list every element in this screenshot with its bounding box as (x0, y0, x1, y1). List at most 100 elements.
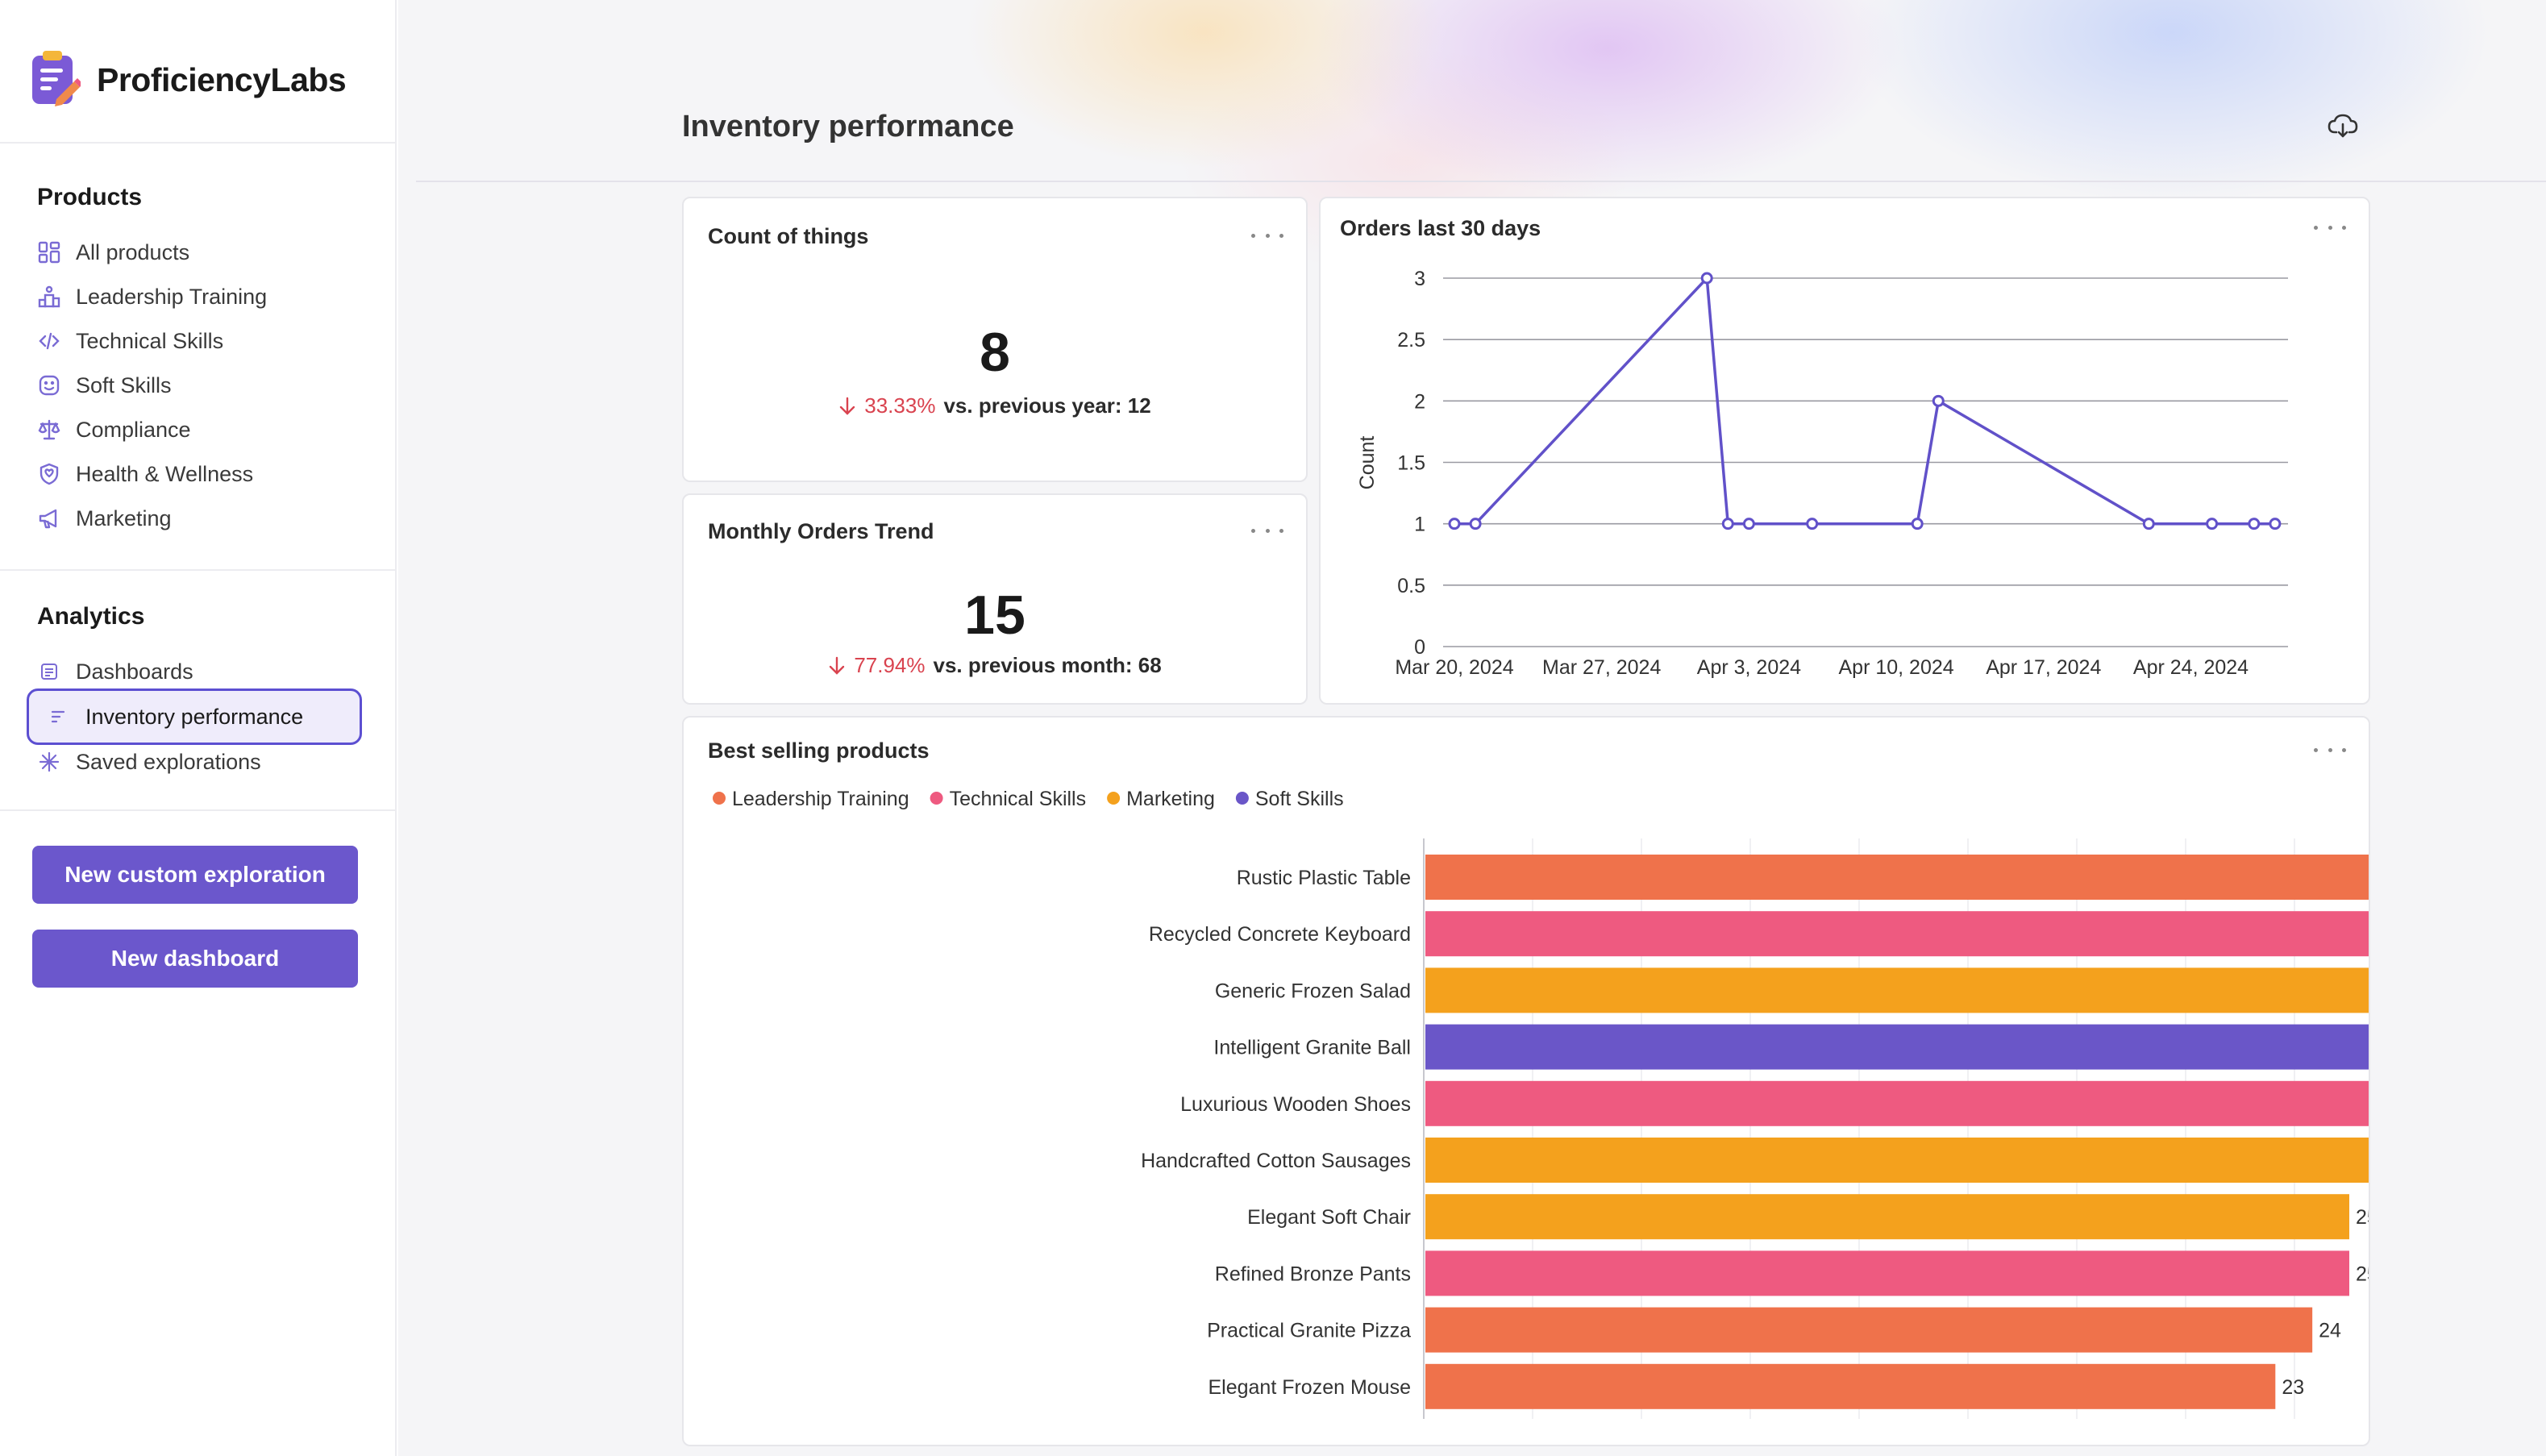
data-point[interactable] (2206, 518, 2219, 530)
sidebar-item-all-products[interactable]: All products (37, 232, 360, 272)
category-label: Rustic Plastic Table (1237, 867, 1411, 889)
data-point[interactable] (1448, 518, 1461, 530)
bar-chart-card: Best selling products Leadership Trainin… (682, 716, 2370, 1446)
more-options-icon[interactable] (2314, 742, 2346, 758)
category-label: Handcrafted Cotton Sausages (1141, 1150, 1411, 1172)
card-title: Monthly Orders Trend (708, 519, 934, 543)
arrow-down-icon (838, 397, 856, 416)
clipboard-logo-icon (31, 49, 83, 111)
grid-icon (37, 240, 61, 264)
sidebar-item-leadership-training[interactable]: Leadership Training (37, 277, 360, 317)
smile-icon (37, 373, 61, 397)
y-tick-label: 2 (1414, 390, 1425, 413)
bar-value-label: 23 (2282, 1376, 2304, 1399)
bar[interactable] (1425, 1024, 2369, 1070)
card-title: Best selling products (708, 738, 930, 763)
brand[interactable]: ProficiencyLabs (31, 48, 347, 111)
sidebar-item-inventory-performance[interactable]: Inventory performance (27, 688, 362, 745)
legend-item[interactable]: Marketing (1107, 788, 1215, 810)
kpi-comparison: vs. previous year: 12 (943, 393, 1151, 418)
dashboard-icon (37, 659, 61, 684)
sidebar-item-label: All products (76, 239, 190, 264)
data-point[interactable] (1469, 518, 1482, 530)
legend-label: Leadership Training (732, 788, 909, 810)
sidebar-item-technical-skills[interactable]: Technical Skills (37, 321, 360, 361)
legend-item[interactable]: Technical Skills (930, 788, 1087, 810)
data-point[interactable] (2142, 518, 2155, 530)
sidebar-item-label: Health & Wellness (76, 461, 254, 486)
x-tick-label: Apr 24, 2024 (2133, 656, 2249, 679)
series-line (1454, 277, 2275, 526)
more-options-icon[interactable] (1251, 227, 1283, 243)
brand-name: ProficiencyLabs (97, 60, 347, 98)
legend-label: Marketing (1126, 788, 1215, 810)
kpi-card-count-of-things: Count of things 8 33.33% vs. previous ye… (682, 197, 1308, 482)
bar[interactable] (1425, 911, 2369, 957)
page-title: Inventory performance (682, 110, 1014, 144)
more-options-icon[interactable] (2314, 219, 2346, 235)
legend-label: Soft Skills (1255, 788, 1344, 810)
more-options-icon[interactable] (1251, 522, 1283, 539)
legend-item[interactable]: Leadership Training (713, 788, 909, 810)
legend-swatch (1107, 792, 1121, 805)
new-dashboard-button[interactable]: New dashboard (32, 930, 358, 988)
category-label: Recycled Concrete Keyboard (1149, 923, 1411, 946)
sidebar-item-dashboards[interactable]: Dashboards (37, 651, 360, 692)
data-point[interactable] (2248, 518, 2261, 530)
orders-line-chart[interactable]: 0 0.5 1 1.5 2 2.5 3 Mar 20, 2024 Mar 27, 2024 Ap… (1321, 198, 2369, 703)
y-tick-label: 3 (1414, 268, 1425, 290)
data-point[interactable] (1742, 518, 1755, 530)
bar-value-label: 25 (2356, 1206, 2369, 1229)
category-label: Intelligent Granite Ball (1213, 1037, 1411, 1059)
x-tick-label: Apr 10, 2024 (1839, 656, 1954, 679)
bar[interactable] (1425, 967, 2369, 1013)
bar[interactable] (1425, 1363, 2276, 1409)
y-tick-label: 2.5 (1397, 329, 1425, 352)
sidebar-item-label: Inventory performance (85, 704, 304, 729)
products-heading: Products (37, 184, 143, 210)
best-selling-bar-chart[interactable]: Leadership Training Technical Skills Marke… (684, 718, 2369, 1445)
bar[interactable] (1425, 1138, 2369, 1183)
kpi-value: 8 (980, 322, 1010, 383)
sidebar-item-label: Technical Skills (76, 328, 224, 353)
megaphone-icon (37, 506, 61, 530)
cloud-download-icon[interactable] (2327, 110, 2359, 142)
sidebar-item-soft-skills[interactable]: Soft Skills (37, 365, 360, 406)
category-label: Generic Frozen Salad (1215, 980, 1411, 1002)
new-custom-exploration-button[interactable]: New custom exploration (32, 846, 358, 904)
category-label: Luxurious Wooden Shoes (1180, 1093, 1411, 1116)
sidebar-item-saved-explorations[interactable]: Saved explorations (37, 742, 360, 782)
sidebar-item-compliance[interactable]: Compliance (37, 410, 360, 450)
sort-lines-icon (47, 705, 71, 729)
sidebar-item-label: Soft Skills (76, 372, 172, 397)
legend-item[interactable]: Soft Skills (1235, 788, 1344, 810)
y-tick-label: 1 (1414, 514, 1425, 536)
data-point[interactable] (1700, 272, 1713, 285)
x-tick-label: Apr 17, 2024 (1986, 656, 2101, 679)
sidebar-divider (0, 569, 397, 571)
legend-swatch (1235, 792, 1249, 805)
y-tick-label: 1.5 (1397, 452, 1425, 475)
data-point[interactable] (1721, 518, 1734, 530)
y-axis-label: Count (1356, 436, 1379, 490)
data-point[interactable] (1932, 394, 1945, 407)
bar[interactable] (1425, 1250, 2349, 1296)
kpi-value: 15 (964, 584, 1025, 646)
bar[interactable] (1425, 1307, 2313, 1353)
bar[interactable] (1425, 1194, 2349, 1240)
bar[interactable] (1425, 1080, 2369, 1126)
legend-swatch (713, 792, 726, 805)
x-tick-label: Mar 20, 2024 (1395, 656, 1513, 679)
kpi-delta-percent: 77.94% (854, 653, 926, 677)
data-point[interactable] (1806, 518, 1819, 530)
data-point[interactable] (1911, 518, 1924, 530)
legend-label: Technical Skills (950, 788, 1087, 810)
sidebar-item-marketing[interactable]: Marketing (37, 498, 360, 539)
bar-value-label: 25 (2356, 1263, 2369, 1285)
podium-icon (37, 285, 61, 309)
bar[interactable] (1425, 855, 2369, 900)
x-tick-label: Mar 27, 2024 (1542, 656, 1661, 679)
sidebar-item-health-wellness[interactable]: Health & Wellness (37, 454, 360, 494)
data-point[interactable] (2269, 518, 2282, 530)
analytics-heading: Analytics (37, 603, 145, 630)
